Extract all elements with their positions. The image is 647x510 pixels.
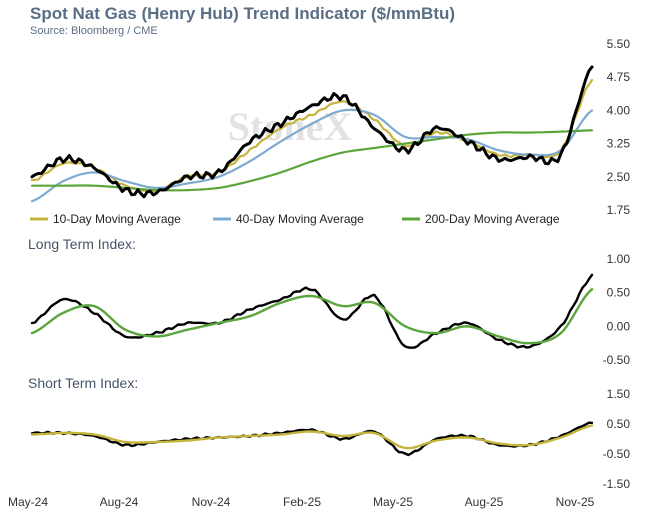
chart-title: Spot Nat Gas (Henry Hub) Trend Indicator… bbox=[30, 4, 456, 23]
x-tick-label-2: Aug-24 bbox=[100, 495, 139, 509]
legend-label-3: 200-Day Moving Average bbox=[425, 212, 560, 226]
x-tick-label-5: May-25 bbox=[373, 495, 413, 509]
series-line-2-2 bbox=[30, 288, 594, 345]
y-tick-label-2-3: 0.00 bbox=[607, 319, 631, 333]
y-tick-label-1-4: 3.25 bbox=[607, 137, 631, 151]
x-tick-label-1: May-24 bbox=[8, 495, 48, 509]
y-tick-label-3-4: -1.50 bbox=[603, 477, 631, 491]
watermark-logo: StoneX bbox=[228, 104, 353, 149]
series-line-1-1 bbox=[30, 65, 594, 199]
series-line-2-1 bbox=[30, 273, 594, 349]
x-tick-label-6: Aug-25 bbox=[465, 495, 504, 509]
series-line-1-3 bbox=[30, 108, 594, 203]
chart-source: Source: Bloomberg / CME bbox=[30, 25, 158, 37]
series-line-3-2 bbox=[30, 424, 594, 450]
y-tick-label-1-2: 4.75 bbox=[607, 70, 631, 84]
legend-label-2: 40-Day Moving Average bbox=[236, 212, 364, 226]
y-tick-label-3-3: -0.50 bbox=[603, 447, 631, 461]
series-line-3-1 bbox=[30, 421, 594, 457]
y-tick-label-1-1: 5.50 bbox=[607, 37, 631, 51]
y-tick-label-2-4: -0.50 bbox=[603, 353, 631, 367]
y-tick-label-1-5: 2.50 bbox=[607, 170, 631, 184]
y-tick-label-3-1: 1.50 bbox=[607, 387, 631, 401]
legend-label-1: 10-Day Moving Average bbox=[53, 212, 181, 226]
y-tick-label-2-1: 1.00 bbox=[607, 252, 631, 266]
short-term-index-label: Short Term Index: bbox=[28, 375, 139, 391]
series-line-1-2 bbox=[30, 78, 594, 193]
x-tick-label-7: Nov-25 bbox=[556, 495, 595, 509]
y-tick-label-3-2: 0.50 bbox=[607, 417, 631, 431]
y-tick-label-1-6: 1.75 bbox=[607, 203, 631, 217]
y-tick-label-2-2: 0.50 bbox=[607, 286, 631, 300]
x-tick-label-3: Nov-24 bbox=[192, 495, 231, 509]
x-tick-label-4: Feb-25 bbox=[283, 495, 321, 509]
y-tick-label-1-3: 4.00 bbox=[607, 103, 631, 117]
long-term-index-label: Long Term Index: bbox=[28, 236, 136, 252]
